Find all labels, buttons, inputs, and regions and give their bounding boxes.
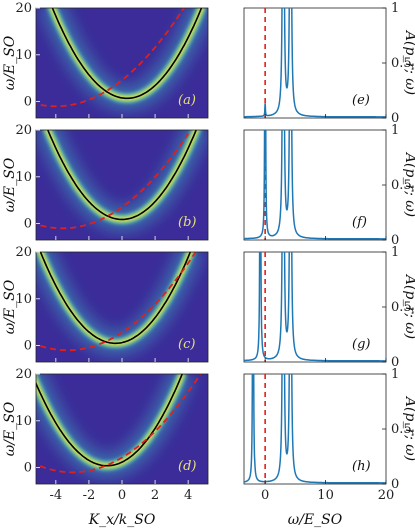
y-tick-label: 0 xyxy=(391,355,399,370)
x-tick-label: 4 xyxy=(184,488,192,503)
y-tick-label: 10 xyxy=(15,48,32,63)
y-tick-label: 10 xyxy=(15,170,32,185)
spectral-function-line xyxy=(244,252,386,362)
dispersion-line-black xyxy=(39,252,192,345)
left-y-axis-label: ω/E_SO xyxy=(2,401,18,456)
y-tick-label: 20 xyxy=(15,245,32,260)
panel-label: (a) xyxy=(178,93,196,108)
x-tick-label: 10 xyxy=(317,488,334,503)
y-tick-label: 0 xyxy=(24,461,32,476)
spectral-function-line xyxy=(244,8,386,118)
spectral-frame xyxy=(243,7,387,119)
x-tick-label: 2 xyxy=(151,488,159,503)
y-tick-label: 10 xyxy=(15,414,32,429)
panel-label: (b) xyxy=(178,215,196,230)
x-tick-label: -4 xyxy=(50,488,63,503)
right-x-axis-label: ω/E_SO xyxy=(288,512,343,528)
left-y-axis-label: ω/E_SO xyxy=(2,279,18,334)
spectral-panel-3: 0 0.5 1 (g) A(p_r; ω) xyxy=(243,245,415,370)
spectral-frame xyxy=(243,373,387,485)
y-tick-label: 0.5 xyxy=(391,56,412,71)
y-tick-label: 20 xyxy=(15,367,32,382)
y-tick-label: 0 xyxy=(391,477,399,492)
dispersion-line-black xyxy=(36,374,184,467)
dispersion-line-red-dashed xyxy=(36,374,202,474)
left-y-axis-label: ω/E_SO xyxy=(2,157,18,212)
y-tick-label: 0 xyxy=(391,233,399,248)
y-tick-label: 0 xyxy=(391,111,399,126)
dispersion-line-black xyxy=(51,8,203,100)
y-tick-label: 0.5 xyxy=(391,422,412,437)
spectral-frame xyxy=(243,251,387,363)
y-tick-label: 1 xyxy=(391,123,399,138)
panel-label: (f) xyxy=(352,215,367,230)
panel-label: (g) xyxy=(352,337,370,352)
y-tick-label: 0 xyxy=(24,217,32,232)
panel-label: (d) xyxy=(178,459,196,474)
heatmap-panel-2: 0 10 20 (b) ω/E_SO xyxy=(2,123,209,241)
y-tick-label: 20 xyxy=(15,123,32,138)
y-tick-label: 0.5 xyxy=(391,178,412,193)
spectral-panel-2: 0 0.5 1 (f) A(p_r; ω) xyxy=(243,123,415,248)
spectral-panel-1: 0 0.5 1 (e) A(p_r; ω) xyxy=(243,1,415,126)
x-tick-label: 0 xyxy=(261,488,269,503)
dispersion-line-black xyxy=(46,130,198,221)
y-tick-label: 1 xyxy=(391,245,399,260)
y-tick-label: 20 xyxy=(15,1,32,16)
right-y-axis-label: A(p_r; ω) xyxy=(402,151,415,217)
heatmap-panel-1: 0 10 20 (a) ω/E_SO xyxy=(2,1,209,119)
left-y-axis-label: ω/E_SO xyxy=(2,35,18,90)
heatmap-panel-3: 0 10 20 (c) ω/E_SO xyxy=(2,245,209,363)
x-tick-label: 20 xyxy=(378,488,395,503)
spectral-function-line xyxy=(244,374,386,484)
heatmap-panel-4: 0 10 20 -4 -2 0 2 4 (d) ω/E_SO xyxy=(2,367,209,503)
panel-label: (c) xyxy=(178,337,195,352)
y-tick-label: 1 xyxy=(391,1,399,16)
left-x-axis-label: K_x/k_SO xyxy=(88,512,156,528)
spectral-frame xyxy=(243,129,387,241)
y-tick-label: 1 xyxy=(391,367,399,382)
right-y-axis-label: A(p_r; ω) xyxy=(402,29,415,95)
y-tick-label: 0.5 xyxy=(391,300,412,315)
spectral-panel-4: 00.510 10 20(h)A(p_r; ω) xyxy=(243,367,415,503)
panel-label: (e) xyxy=(352,93,370,108)
x-tick-label: 0 xyxy=(118,488,126,503)
y-tick-label: 0 xyxy=(24,95,32,110)
right-y-axis-label: A(p_r; ω) xyxy=(402,273,415,339)
y-tick-label: 10 xyxy=(15,292,32,307)
spectral-function-line xyxy=(244,130,386,240)
right-y-axis-label: A(p_r; ω) xyxy=(402,395,415,461)
dispersion-line-red-dashed xyxy=(36,252,197,352)
panel-label: (h) xyxy=(352,459,371,474)
y-tick-label: 0 xyxy=(24,339,32,354)
dispersion-line-red-dashed xyxy=(36,8,186,108)
x-tick-label: -2 xyxy=(83,488,96,503)
dispersion-line-red-dashed xyxy=(36,130,192,230)
